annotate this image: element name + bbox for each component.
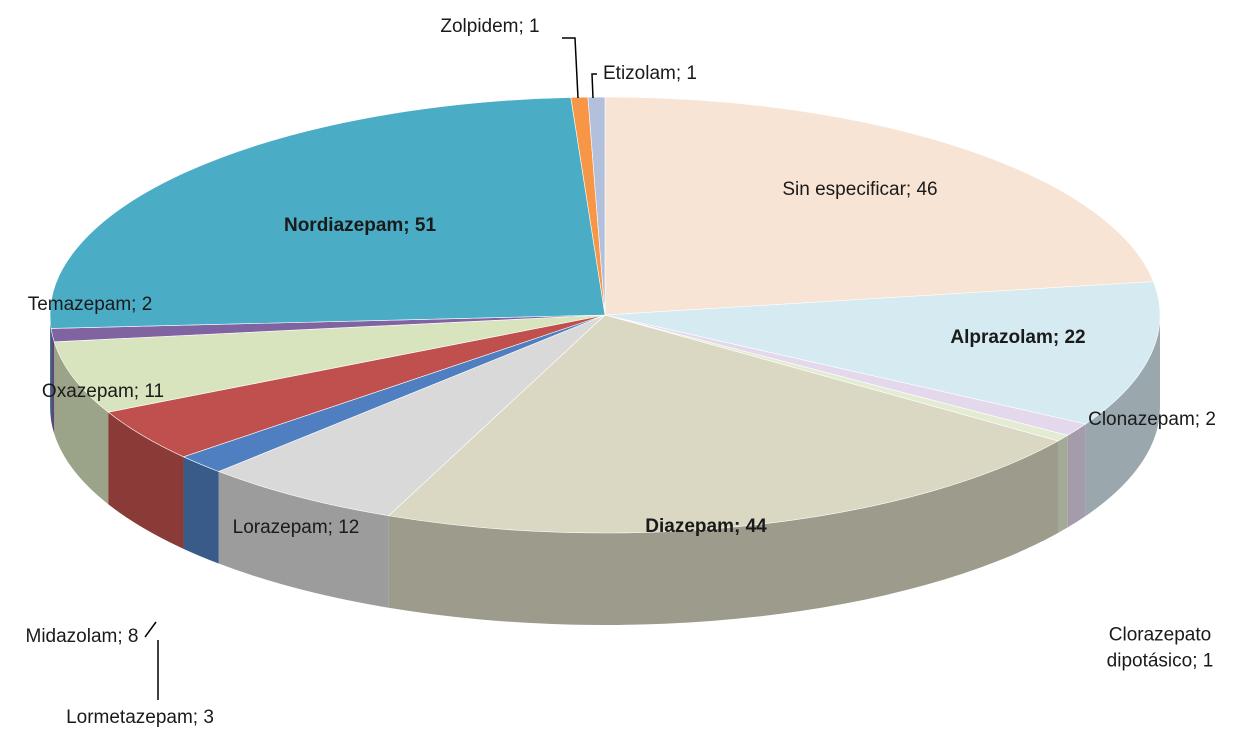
slice-side <box>51 328 55 434</box>
leader-line <box>144 621 157 638</box>
slice <box>587 96 606 316</box>
data-label: Etizolam; 1 <box>603 63 697 85</box>
data-label: Sin especificar; 46 <box>782 179 938 201</box>
data-label: Temazepam; 2 <box>27 294 153 316</box>
slice-side <box>1067 424 1086 528</box>
data-label: Alprazolam; 22 <box>950 327 1086 349</box>
leader-line <box>591 73 597 99</box>
data-label: Nordiazepam; 51 <box>283 215 437 237</box>
data-label: Lorazepam; 12 <box>232 517 360 539</box>
slice-side <box>1085 315 1160 516</box>
slice <box>604 96 1154 316</box>
data-label: Zolpidem; 1 <box>440 16 540 38</box>
slice-side <box>388 440 1058 625</box>
slice <box>604 281 1161 425</box>
slice-side <box>183 456 219 564</box>
data-label: Diazepam; 44 <box>645 516 767 538</box>
data-label: Oxazepam; 11 <box>41 381 165 403</box>
slice <box>217 314 606 517</box>
slice <box>388 314 1059 534</box>
data-label: Clonazepam; 2 <box>1088 409 1216 431</box>
slice-side <box>54 341 109 505</box>
data-label: Midazolam; 8 <box>25 626 139 648</box>
slice-side <box>50 315 52 421</box>
slice <box>53 314 606 413</box>
leader-line <box>562 37 579 99</box>
data-label: Lormetazepam; 3 <box>66 707 214 729</box>
slice <box>49 97 606 329</box>
slice-side <box>218 471 389 608</box>
slice-side <box>108 412 184 549</box>
data-label: Clorazepato dipotásico; 1 <box>1106 624 1214 671</box>
slice-side <box>1057 435 1068 533</box>
